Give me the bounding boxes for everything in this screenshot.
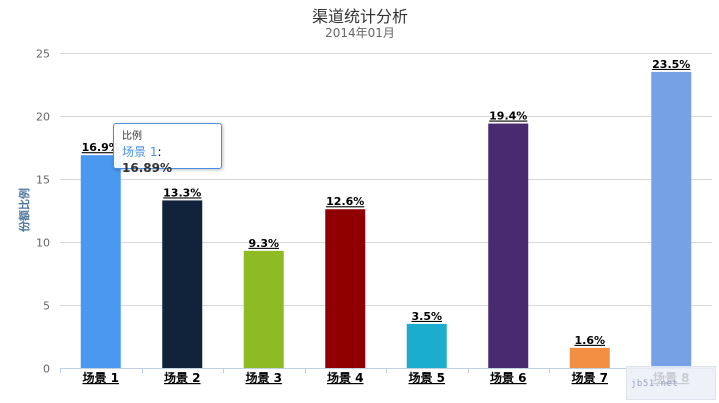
x-axis-ticks: 场景 1场景 2场景 3场景 4场景 5场景 6场景 7场景 8 [60, 368, 713, 385]
data-label: 13.3% [163, 186, 201, 199]
x-tick-label: 场景 1 [82, 371, 119, 385]
y-axis-ticks: 0 5 10 15 20 25 [36, 48, 50, 376]
x-tick-label: 场景 3 [245, 371, 282, 385]
bar[interactable] [80, 155, 121, 368]
data-label: 9.3% [248, 237, 279, 250]
data-labels: 16.9% 13.3% 9.3% 12.6% 3.5% 19.4% 1.6% 23.5% [82, 58, 691, 347]
x-tick-label: 场景 6 [490, 371, 527, 385]
data-label: 12.6% [326, 195, 364, 208]
bar[interactable] [243, 250, 284, 368]
y-tick-label: 5 [43, 300, 50, 313]
y-tick-label: 25 [36, 48, 50, 61]
bar[interactable] [569, 347, 610, 368]
x-tick-label: 场景 2 [164, 371, 201, 385]
data-label: 3.5% [411, 310, 442, 323]
bars [80, 71, 692, 369]
y-tick-label: 0 [43, 363, 50, 376]
data-label: 19.4% [489, 110, 527, 123]
tooltip-header: 比例 [122, 131, 142, 142]
tooltip-value: 16.89% [122, 161, 172, 175]
bar[interactable] [651, 71, 692, 369]
bar[interactable] [162, 200, 203, 368]
tooltip: 比例 场景 1: 16.89% [113, 123, 222, 175]
y-axis-label: 份额比例 [17, 188, 31, 232]
data-label: 16.9% [82, 141, 120, 154]
chart-subtitle: 2014年01月 [325, 26, 395, 40]
x-tick-label: 场景 7 [571, 371, 608, 385]
y-tick-label: 20 [36, 111, 50, 124]
bar[interactable] [406, 323, 447, 368]
data-label: 1.6% [574, 334, 605, 347]
watermark-logo: jb51.net [626, 366, 716, 400]
x-tick-label: 场景 4 [327, 371, 364, 385]
data-label: 23.5% [652, 58, 690, 71]
bar[interactable] [325, 209, 366, 368]
chart-title: 渠道统计分析 [312, 7, 408, 26]
y-tick-label: 10 [36, 237, 50, 250]
bar[interactable] [488, 123, 529, 368]
x-tick-label: 场景 5 [408, 371, 445, 385]
tooltip-separator: : [157, 145, 162, 159]
tooltip-body: 场景 1: 16.89% [122, 144, 213, 176]
y-tick-label: 15 [36, 174, 50, 187]
grid [60, 53, 712, 369]
tooltip-series: 场景 1 [122, 145, 158, 159]
